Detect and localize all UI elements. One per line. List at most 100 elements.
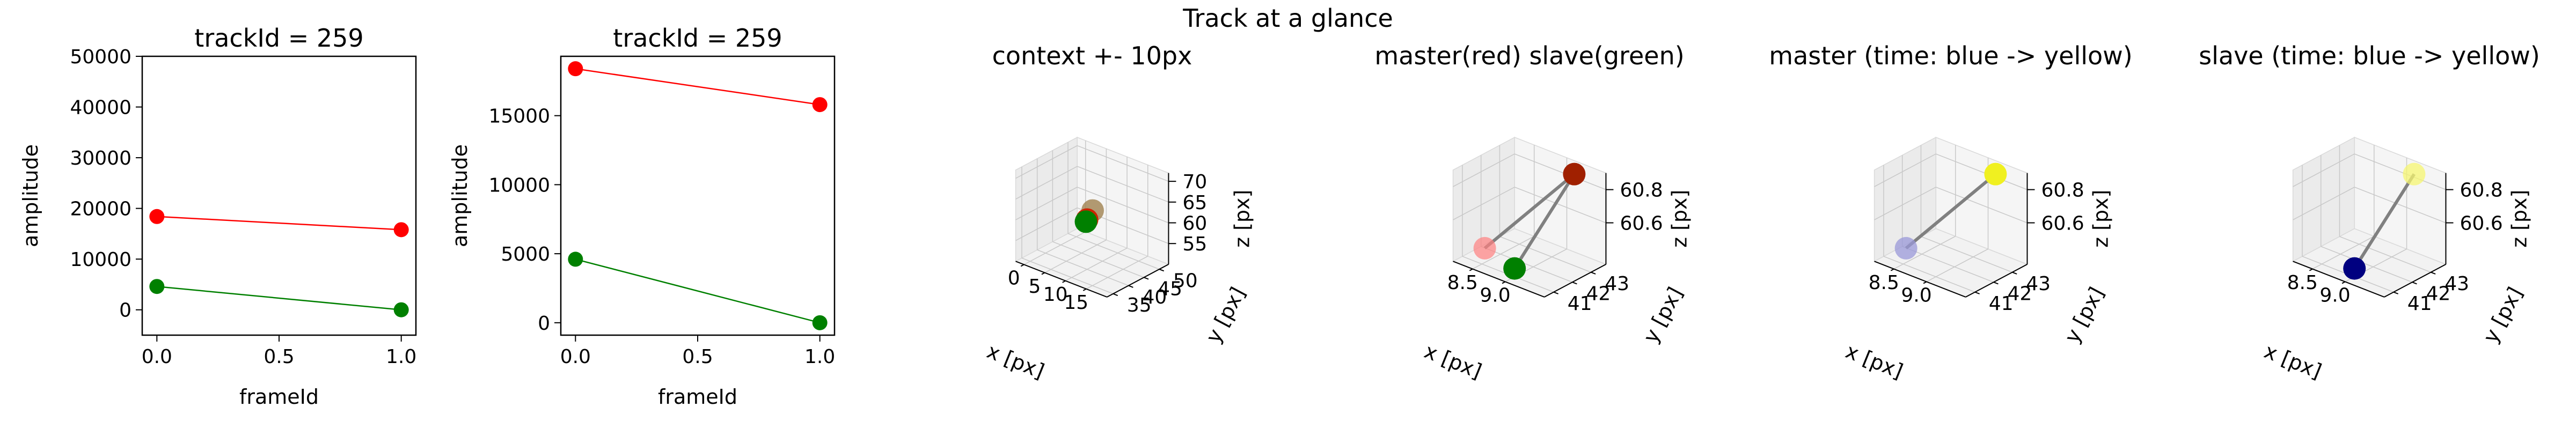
- y-axis-line: [1107, 263, 1169, 298]
- track-segment-1: [1513, 173, 1576, 270]
- x-tick-label: 15: [1064, 292, 1088, 314]
- y-tick-label: 43: [1605, 273, 1629, 295]
- grid-line: [1044, 239, 1107, 273]
- y-axis-label: y [px]: [2060, 283, 2109, 347]
- grid-line: [1472, 235, 1535, 270]
- x-axis-label: x [px]: [1421, 339, 1485, 383]
- x-tick-label: 8.5: [1447, 272, 1478, 294]
- grid-line: [2339, 236, 2431, 273]
- grid-line: [1077, 187, 1169, 224]
- grid-line: [1935, 153, 2028, 190]
- y-axis-label: amplitude: [19, 144, 42, 247]
- y-axis-line: [1544, 263, 1606, 298]
- y-tick-mark: [2412, 282, 2417, 285]
- grid-line: [1874, 187, 1936, 220]
- x-tick-label: 1.0: [804, 346, 835, 368]
- x-axis-line: [1874, 261, 1966, 298]
- x-axis-line: [1015, 261, 1108, 298]
- y-axis-label: y [px]: [1201, 283, 1250, 347]
- z-axis-label: z [px]: [1667, 190, 1691, 248]
- chart-title: slave (time: blue -> yellow): [2199, 41, 2540, 70]
- grid-line: [1481, 246, 1573, 283]
- x-axis-line: [1453, 261, 1545, 298]
- x-tick-mark: [1062, 280, 1066, 283]
- y-tick-mark: [1159, 269, 1165, 272]
- z-axis-label: z [px]: [1230, 190, 1254, 248]
- y-tick-label: 15000: [488, 106, 550, 128]
- data-point: [1894, 236, 1918, 260]
- grid-line: [1077, 145, 1169, 182]
- grid-line: [1453, 153, 1515, 187]
- x-tick-label: 9.0: [2319, 285, 2350, 307]
- y-tick-label: 42: [2426, 283, 2451, 305]
- z-axis-label: z [px]: [2089, 190, 2112, 248]
- z-tick-label: 60.8: [2041, 180, 2084, 202]
- data-point: [1563, 162, 1586, 186]
- x-tick-label: 0: [1008, 268, 1020, 290]
- charts-container: 0.0 0.5 1.001000020000300004000050000track…: [19, 24, 2540, 409]
- y-axis-label: y [px]: [2478, 283, 2527, 347]
- grid-line: [1086, 256, 1148, 290]
- chart-title: master (time: blue -> yellow): [1769, 41, 2132, 70]
- grid-line: [1037, 249, 1129, 286]
- grid-line: [1935, 187, 2028, 224]
- y-tick-label: 43: [2445, 273, 2469, 295]
- data-point: [2403, 162, 2426, 186]
- z-tick-label: 60.8: [1620, 180, 1663, 202]
- plot-frame: [560, 55, 836, 336]
- y-tick-label: 0: [538, 313, 550, 335]
- x-tick-mark: [1082, 288, 1087, 291]
- y-tick-label: 42: [2008, 283, 2032, 305]
- y-tick-mark: [1128, 285, 1133, 288]
- data-point: [149, 209, 165, 224]
- y-tick-label: 10000: [70, 249, 131, 271]
- series-line-0: [575, 68, 820, 106]
- z-tick-label: 60: [1182, 213, 1207, 235]
- data-point: [1984, 162, 2007, 186]
- y-axis-line: [1965, 263, 2028, 298]
- y-tick-mark: [2431, 271, 2436, 275]
- grid-line: [1015, 207, 1078, 241]
- x-tick-mark: [1923, 281, 1927, 284]
- y-tick-label: 41: [1568, 293, 1592, 315]
- grid-line: [1893, 235, 1956, 270]
- x-tick-label: 8.5: [2287, 272, 2318, 294]
- y-tick-mark: [2012, 271, 2017, 275]
- grid-line: [1065, 247, 1128, 282]
- grid-line: [1874, 153, 1936, 187]
- data-point: [568, 252, 583, 267]
- grid-line: [2354, 153, 2446, 190]
- x-tick-label: 9.0: [1901, 285, 1931, 307]
- z-tick-label: 65: [1182, 192, 1207, 214]
- y-tick-label: 30000: [70, 147, 131, 169]
- x-tick-mark: [1020, 264, 1024, 267]
- y-tick-label: 42: [1586, 283, 1611, 305]
- grid-line: [2354, 187, 2446, 224]
- y-tick-mark: [1572, 282, 1577, 285]
- x-axis-label: x [px]: [1842, 339, 1906, 383]
- x-tick-label: 8.5: [1869, 272, 1899, 294]
- data-point: [568, 61, 583, 77]
- grid-line: [1052, 241, 1144, 278]
- x-tick-mark: [2341, 281, 2346, 284]
- grid-line: [1453, 187, 1515, 220]
- x-tick-label: 0.5: [264, 346, 294, 368]
- x-tick-label: 0.0: [142, 346, 172, 368]
- track-segment-0: [1905, 173, 1997, 250]
- grid-line: [1921, 236, 2012, 273]
- x-tick-label: 1.0: [386, 346, 416, 368]
- plot-frame: [141, 55, 417, 336]
- x-tick-mark: [1890, 268, 1894, 271]
- track-segment-0: [2353, 173, 2416, 270]
- y-axis-label: y [px]: [1638, 283, 1687, 347]
- z-tick-label: 60.6: [1620, 213, 1663, 235]
- y-tick-label: 41: [2407, 293, 2432, 315]
- y-tick-label: 50000: [70, 46, 131, 68]
- grid-line: [2321, 246, 2413, 283]
- y-tick-label: 50: [1173, 270, 1198, 292]
- data-point: [1074, 210, 1097, 233]
